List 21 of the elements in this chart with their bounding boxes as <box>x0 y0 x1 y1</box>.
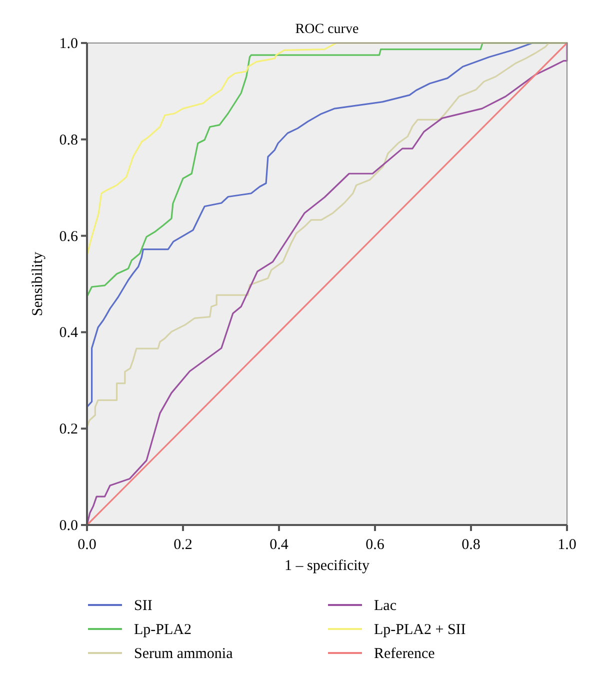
y-axis-title: Sensibility <box>30 251 46 316</box>
chart-title: ROC curve <box>295 22 359 37</box>
y-tick-label: 0.4 <box>59 325 78 342</box>
y-tick-label: 0.6 <box>59 228 78 245</box>
x-tick-label: 0.0 <box>78 537 96 553</box>
legend-label: Lp-PLA2 <box>134 622 192 638</box>
y-tick-label: 0.8 <box>59 132 78 148</box>
x-tick-label: 0.2 <box>174 537 192 553</box>
x-tick-label: 0.6 <box>366 537 385 553</box>
y-tick-label: 0.0 <box>59 518 78 534</box>
x-tick-label: 0.8 <box>462 537 480 553</box>
y-tick-label: 0.2 <box>59 422 78 438</box>
legend-label: Serum ammonia <box>134 646 234 662</box>
y-tick-label: 1.0 <box>59 36 78 52</box>
legend-label: Lac <box>374 598 397 614</box>
legend-label: Lp-PLA2 + SII <box>374 622 466 638</box>
legend-label: Reference <box>374 646 436 662</box>
legend-label: SII <box>134 598 152 614</box>
x-tick-label: 0.4 <box>270 537 289 553</box>
x-axis-title: 1 – specificity <box>284 558 370 574</box>
x-tick-label: 1.0 <box>558 537 576 553</box>
